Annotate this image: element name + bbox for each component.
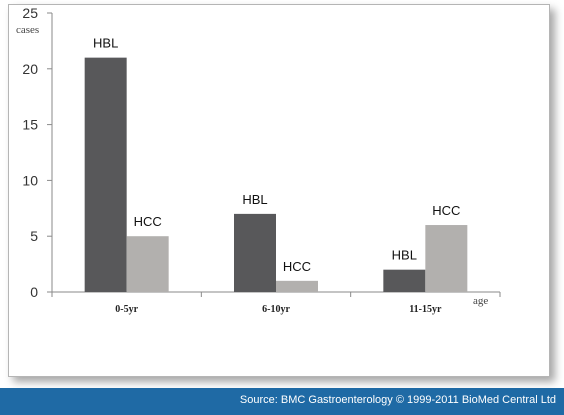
- y-axis-label: cases: [16, 24, 39, 36]
- source-footer: Source: BMC Gastroenterology © 1999-2011…: [0, 388, 564, 415]
- y-tick-label: 10: [22, 172, 38, 188]
- bar-hbl: [234, 213, 276, 292]
- x-axis-label: age: [473, 295, 488, 307]
- bar-label-hbl: HBL: [392, 248, 417, 263]
- figure-frame: 0 5 10 15 20 25 cases age 0-5yr HBL HCC 6-10yr HBL H…: [8, 4, 550, 377]
- bar-hbl: [383, 269, 426, 292]
- source-text: Source: BMC Gastroenterology © 1999-2011…: [239, 394, 556, 406]
- chart-bars: [84, 57, 468, 292]
- bar-label-hcc: HCC: [432, 203, 460, 218]
- bar-hcc: [425, 225, 468, 292]
- y-tick-label: 25: [22, 5, 38, 21]
- x-category-label: 11-15yr: [409, 304, 442, 315]
- x-category-label: 0-5yr: [115, 304, 138, 315]
- y-tick-label: 0: [30, 284, 38, 300]
- bar-label-hbl: HBL: [93, 36, 118, 51]
- chart-labels: 0-5yr HBL HCC 6-10yr HBL HCC 11-15yr HBL HCC: [93, 36, 460, 315]
- bar-label-hcc: HCC: [134, 214, 162, 229]
- bar-hcc: [126, 236, 169, 292]
- bar-hbl: [84, 57, 127, 292]
- x-category-label: 6-10yr: [262, 304, 290, 315]
- bar-label-hbl: HBL: [242, 192, 267, 207]
- bar-label-hcc: HCC: [283, 259, 311, 274]
- y-tick-label: 5: [30, 228, 38, 244]
- y-tick-label: 20: [22, 61, 38, 77]
- bar-chart: 0 5 10 15 20 25 cases age 0-5yr HBL HCC 6-10yr HBL H…: [16, 5, 501, 315]
- y-tick-label: 15: [22, 117, 38, 133]
- bar-hcc: [276, 280, 318, 292]
